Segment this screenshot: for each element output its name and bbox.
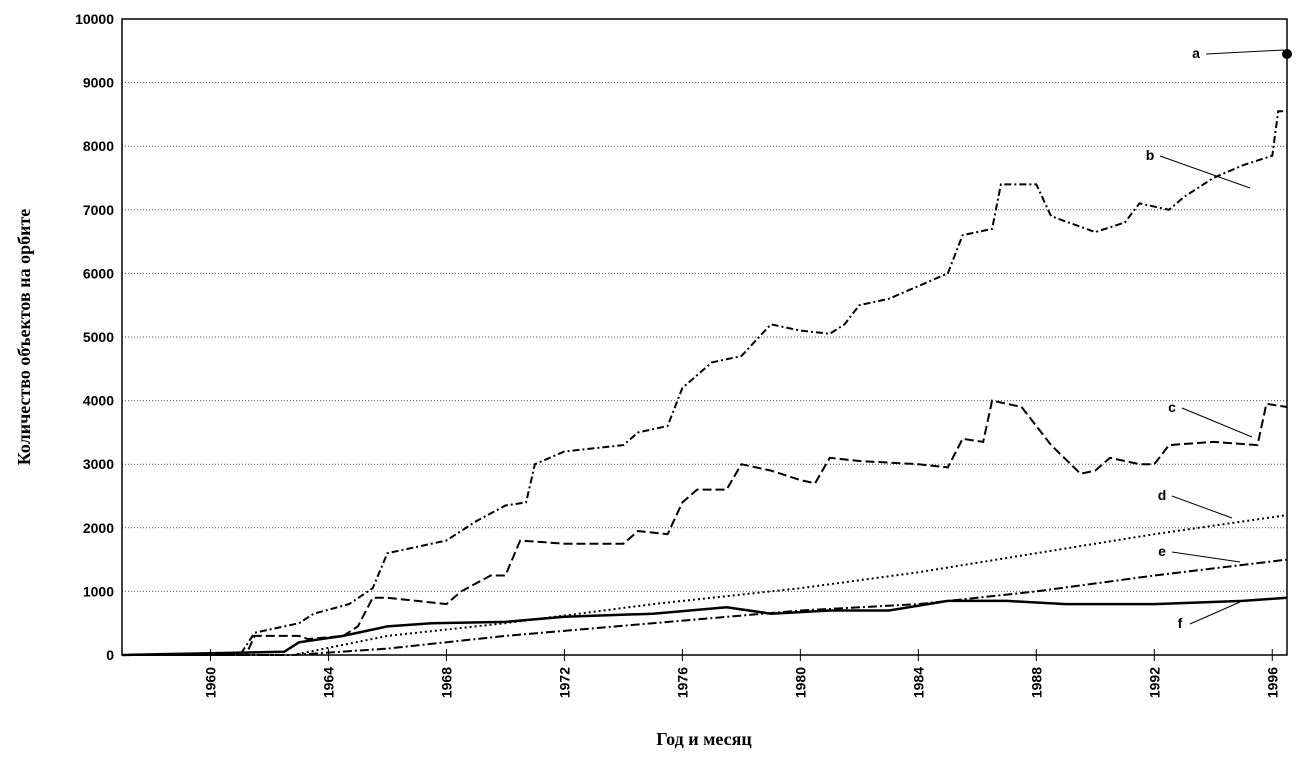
y-axis-title: Количество объектов на орбите [14, 209, 34, 466]
y-tick-label: 0 [106, 647, 114, 663]
y-tick-label: 7000 [83, 202, 114, 218]
x-axis-title: Год и месяц [656, 729, 752, 749]
y-tick-label: 6000 [83, 265, 114, 281]
y-tick-label: 10000 [75, 11, 114, 27]
leader-line [1171, 495, 1233, 519]
y-tick-label: 9000 [83, 75, 114, 91]
series-label: a [1192, 45, 1200, 61]
plot-frame [121, 18, 1288, 656]
x-tick-label: 1996 [1264, 667, 1280, 698]
series-label: f [1178, 615, 1183, 631]
y-tick-label: 8000 [83, 138, 114, 154]
leader-line [1205, 49, 1285, 55]
x-tick-label: 1984 [910, 667, 926, 698]
y-tick-label: 5000 [83, 329, 114, 345]
series-label: c [1168, 399, 1176, 415]
series-line [122, 110, 1287, 656]
y-tick-label: 2000 [83, 520, 114, 536]
series-line [121, 596, 1288, 657]
leader-line [1171, 551, 1241, 563]
y-tick-label: 4000 [83, 393, 114, 409]
x-tick-label: 1980 [792, 667, 808, 698]
y-tick-label: 3000 [83, 456, 114, 472]
x-tick-label: 1964 [320, 667, 336, 698]
leader-line [1181, 407, 1253, 438]
x-tick-label: 1992 [1146, 667, 1162, 698]
leader-line [1159, 155, 1251, 189]
series-line [122, 558, 1288, 656]
x-tick-label: 1968 [438, 667, 454, 698]
series-line [122, 399, 1288, 656]
series-line [122, 514, 1288, 656]
leader-line [1189, 601, 1241, 625]
series-label: b [1146, 147, 1155, 163]
x-tick-label: 1960 [202, 667, 218, 698]
x-tick-label: 1972 [556, 667, 572, 698]
point [1282, 48, 1292, 59]
series-label: d [1158, 487, 1167, 503]
y-tick-label: 1000 [83, 583, 114, 599]
x-tick-label: 1988 [1028, 667, 1044, 698]
series-label: e [1158, 543, 1166, 559]
x-tick-label: 1976 [674, 667, 690, 698]
